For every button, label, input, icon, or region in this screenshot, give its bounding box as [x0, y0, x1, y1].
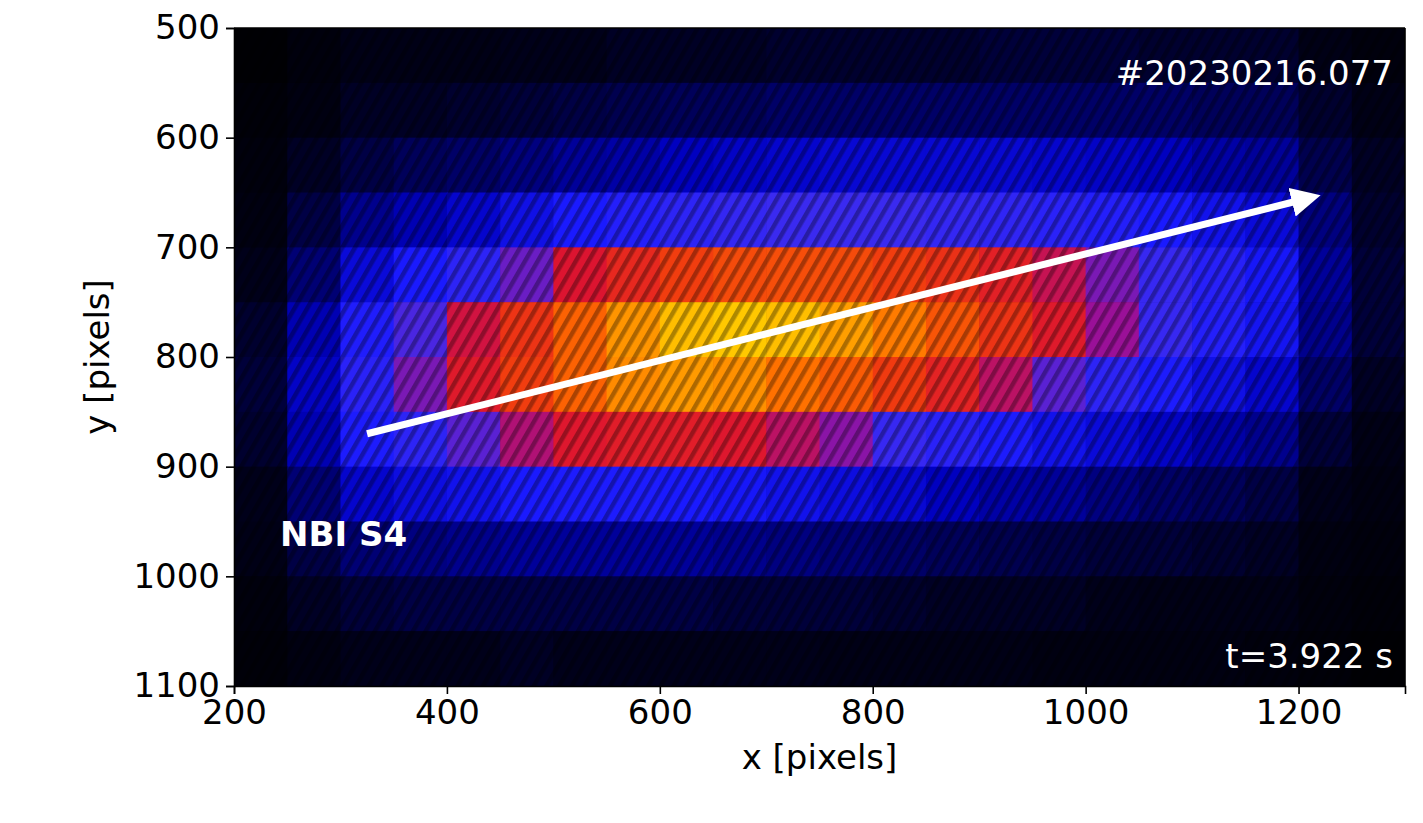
arrow-label: NBI S4 — [280, 514, 407, 554]
tick: 800 — [155, 336, 234, 376]
x-axis: 20040060080010001200 — [202, 686, 1405, 732]
y-axis-title: y [pixels] — [77, 279, 117, 435]
beam-arrow — [367, 198, 1309, 434]
tick-mark — [226, 686, 234, 688]
tick: 600 — [628, 686, 693, 732]
frame-top — [234, 27, 1405, 29]
tick: 1200 — [1256, 686, 1343, 732]
corner-annotation: t=3.922 s — [1225, 636, 1393, 676]
tick: 400 — [415, 686, 480, 732]
tick-label: 800 — [155, 336, 220, 376]
axis-line — [235, 687, 1406, 695]
fringe-pattern — [234, 28, 1405, 686]
tick-label: 1200 — [1256, 692, 1343, 732]
tick-mark — [226, 137, 234, 139]
tick: 700 — [155, 227, 234, 267]
tick-label: 1000 — [133, 556, 220, 596]
tick: 1000 — [1043, 686, 1130, 732]
tick: 1000 — [133, 556, 234, 596]
tick-label: 600 — [155, 117, 220, 157]
frame-right — [1404, 28, 1406, 686]
axis-line — [226, 29, 235, 687]
tick-label: 900 — [155, 446, 220, 486]
tick-label: 1100 — [133, 665, 220, 705]
tick: 500 — [155, 7, 234, 47]
tick-mark — [226, 28, 234, 30]
tick-label: 700 — [155, 227, 220, 267]
chart: 2004006008001000120050060070080090010001… — [0, 0, 1423, 823]
tick-mark — [226, 466, 234, 468]
tick-label: 800 — [841, 692, 906, 732]
tick-label: 500 — [155, 7, 220, 47]
tick: 900 — [155, 446, 234, 486]
heatmap-cells — [234, 28, 1405, 686]
tick-mark — [226, 357, 234, 359]
corner-annotation: #20230216.077 — [1116, 53, 1393, 93]
y-axis: 500 600 700 800 900 1000 1100 — [133, 7, 234, 705]
tick-mark — [226, 576, 234, 578]
tick: 800 — [841, 686, 906, 732]
tick-label: 600 — [628, 692, 693, 732]
tick: 600 — [155, 117, 234, 157]
tick-mark — [226, 247, 234, 249]
tick-label: 400 — [415, 692, 480, 732]
tick-label: 1000 — [1043, 692, 1130, 732]
tick: 1100 — [133, 665, 234, 705]
plot-background — [234, 28, 1405, 686]
x-axis-title: x [pixels] — [742, 737, 898, 777]
